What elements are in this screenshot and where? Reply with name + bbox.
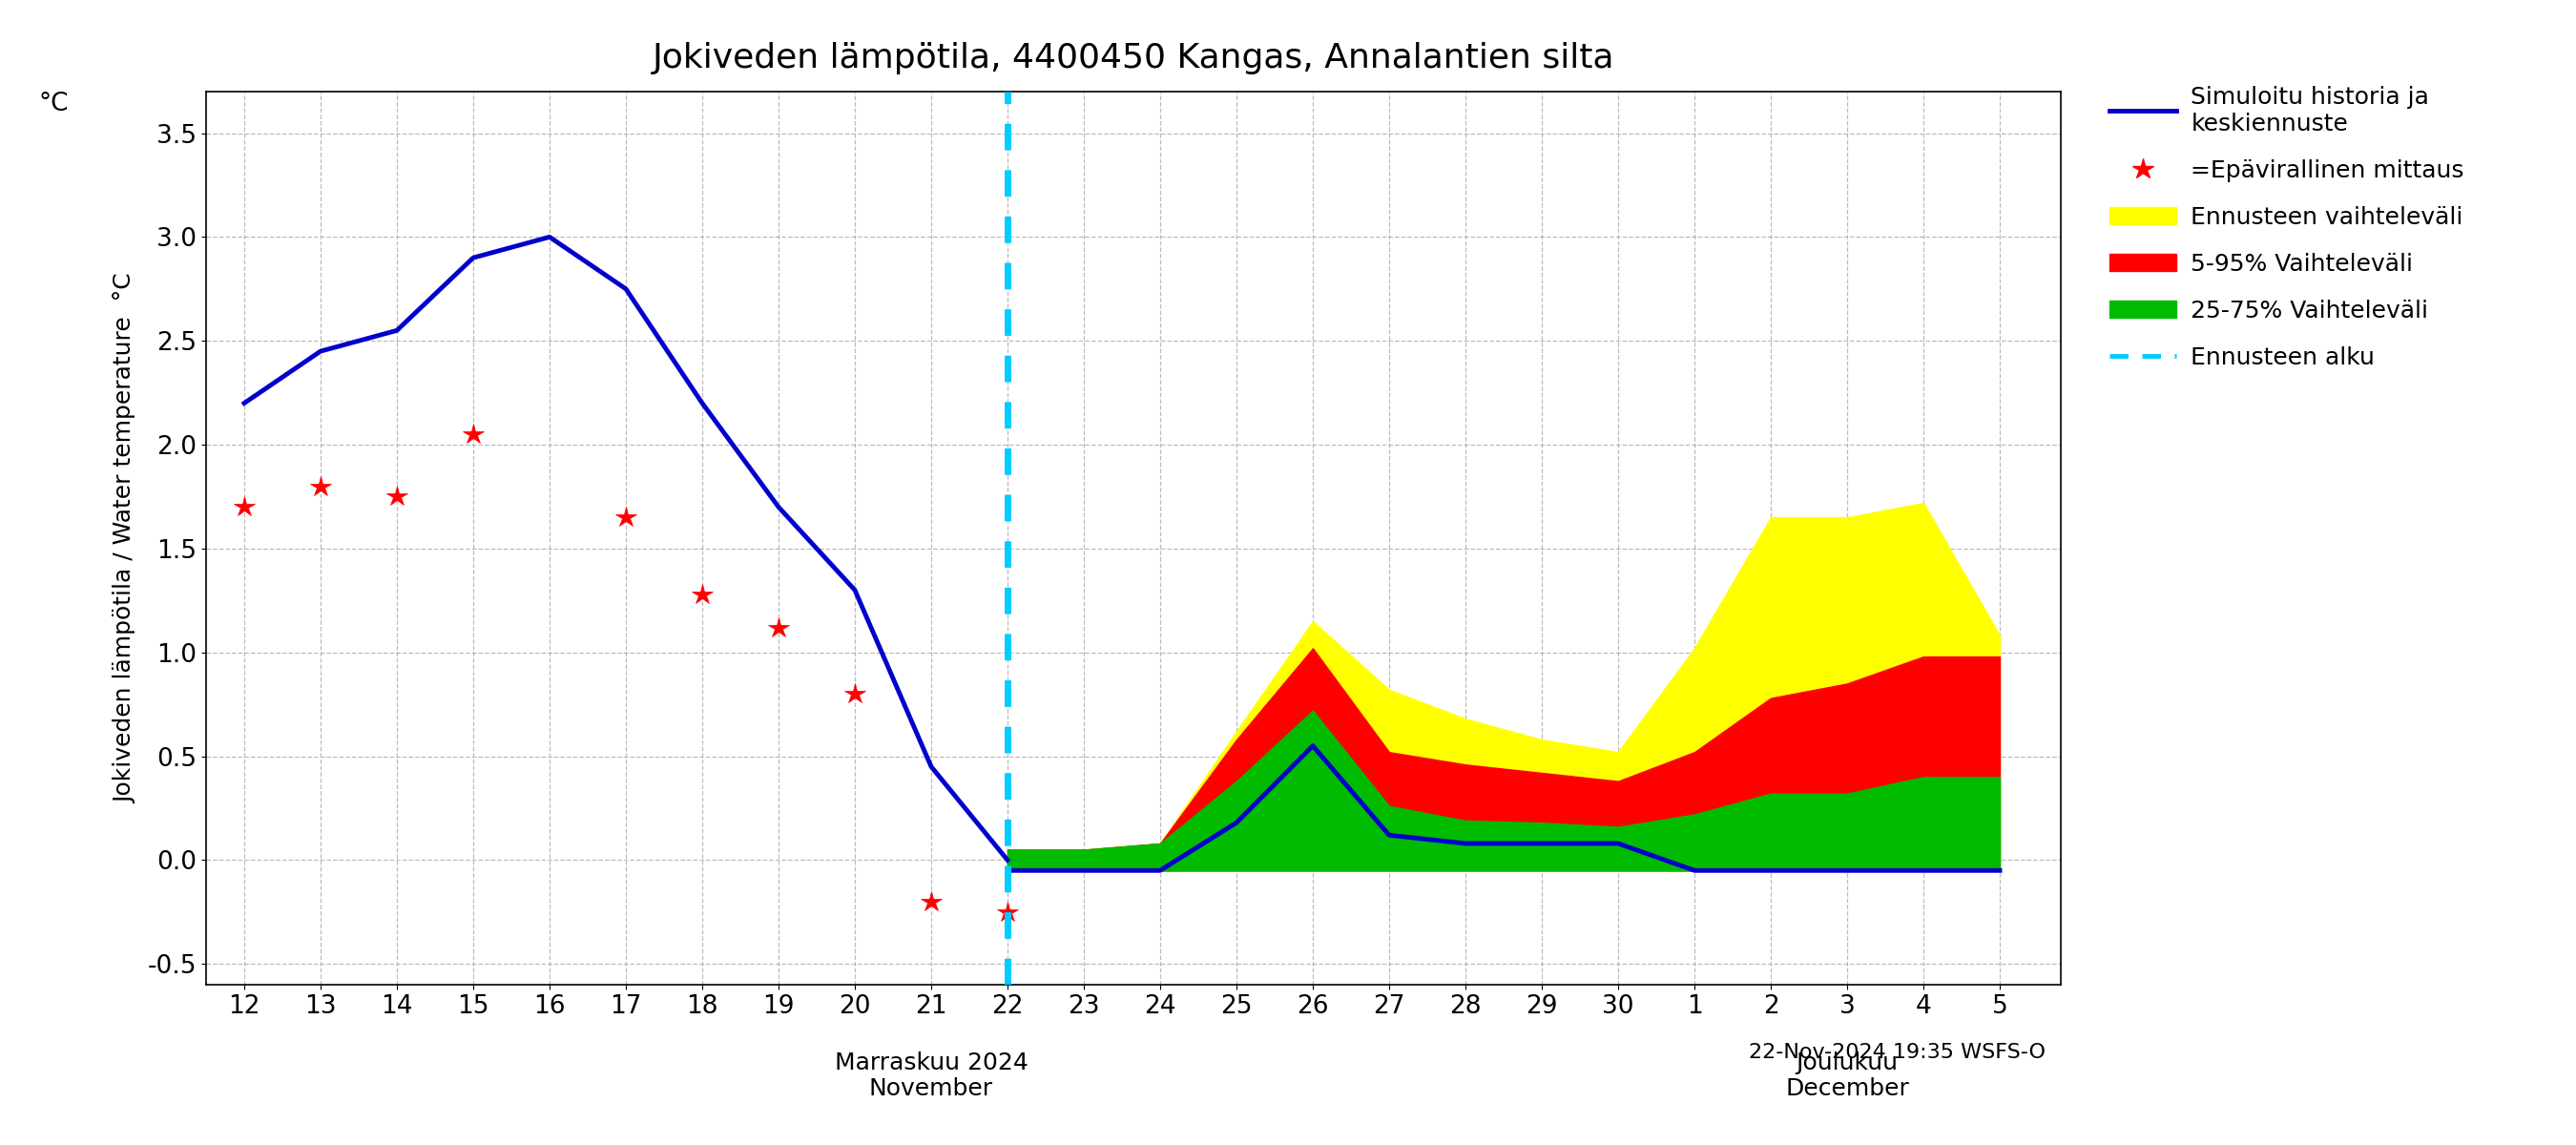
- Text: Marraskuu 2024
November: Marraskuu 2024 November: [835, 1051, 1028, 1100]
- Y-axis label: Jokiveden lämpötila / Water temperature  °C: Jokiveden lämpötila / Water temperature …: [113, 273, 137, 804]
- Title: Jokiveden lämpötila, 4400450 Kangas, Annalantien silta: Jokiveden lämpötila, 4400450 Kangas, Ann…: [652, 42, 1615, 74]
- Text: Joulukuu
December: Joulukuu December: [1785, 1051, 1909, 1100]
- Text: °C: °C: [39, 92, 70, 117]
- Text: 22-Nov-2024 19:35 WSFS-O: 22-Nov-2024 19:35 WSFS-O: [1749, 1043, 2045, 1061]
- Legend: Simuloitu historia ja
keskiennuste, =Epävirallinen mittaus, Ennusteen vaihtelevä: Simuloitu historia ja keskiennuste, =Epä…: [2110, 86, 2465, 369]
